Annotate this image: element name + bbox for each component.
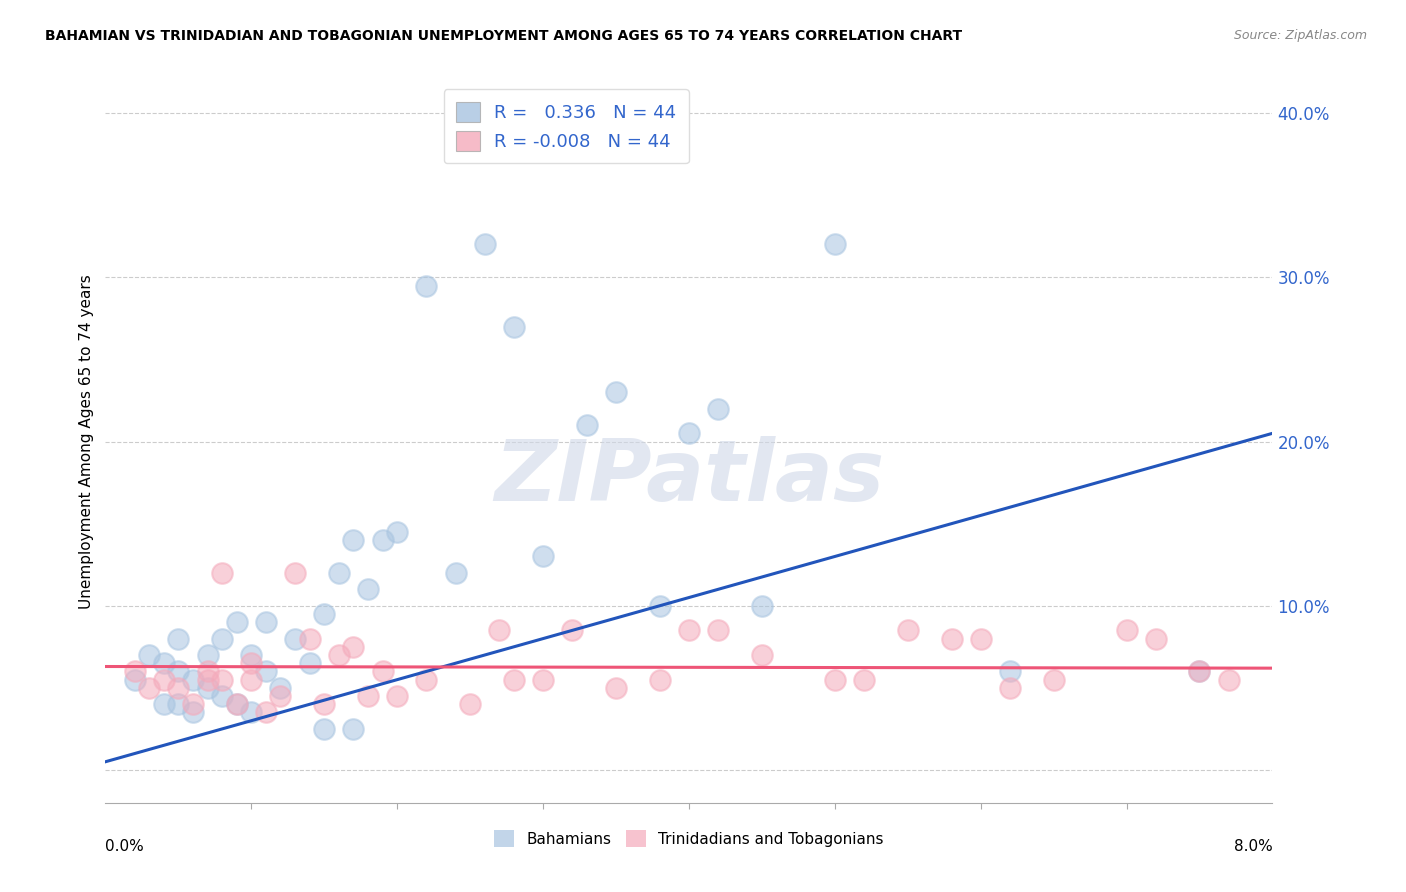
Point [328, 566, 350, 580]
Point [970, 632, 993, 646]
Point [371, 665, 394, 679]
Point [167, 665, 190, 679]
Point [240, 648, 263, 662]
Point [824, 673, 846, 687]
Point [240, 657, 263, 671]
Point [1218, 673, 1240, 687]
Point [181, 673, 204, 687]
Point [357, 689, 380, 703]
Point [314, 722, 336, 736]
Point [167, 698, 190, 712]
Point [138, 681, 160, 695]
Point [314, 698, 336, 712]
Point [444, 566, 467, 580]
Point [575, 418, 598, 433]
Text: 8.0%: 8.0% [1233, 838, 1272, 854]
Text: Source: ZipAtlas.com: Source: ZipAtlas.com [1233, 29, 1367, 42]
Point [852, 673, 875, 687]
Point [385, 689, 409, 703]
Point [707, 401, 730, 416]
Point [678, 624, 700, 638]
Point [153, 673, 174, 687]
Point [211, 673, 233, 687]
Point [181, 698, 204, 712]
Point [474, 237, 496, 252]
Point [298, 632, 321, 646]
Point [897, 624, 920, 638]
Point [153, 698, 174, 712]
Point [153, 657, 174, 671]
Point [648, 599, 671, 613]
Point [181, 706, 204, 720]
Point [211, 689, 233, 703]
Point [124, 673, 146, 687]
Point [298, 657, 321, 671]
Point [371, 533, 394, 547]
Point [284, 566, 307, 580]
Point [531, 549, 554, 564]
Point [138, 648, 160, 662]
Point [458, 698, 481, 712]
Point [197, 648, 219, 662]
Legend: Bahamians, Trinidadians and Tobagonians: Bahamians, Trinidadians and Tobagonians [488, 824, 890, 853]
Point [254, 615, 277, 630]
Point [1144, 632, 1167, 646]
Point [357, 582, 380, 597]
Point [751, 599, 773, 613]
Point [284, 632, 307, 646]
Text: ZIPatlas: ZIPatlas [494, 436, 884, 519]
Point [342, 533, 364, 547]
Point [561, 624, 583, 638]
Point [197, 681, 219, 695]
Point [751, 648, 773, 662]
Point [225, 698, 247, 712]
Point [270, 681, 292, 695]
Point [824, 237, 846, 252]
Y-axis label: Unemployment Among Ages 65 to 74 years: Unemployment Among Ages 65 to 74 years [79, 274, 94, 609]
Point [1042, 673, 1064, 687]
Point [531, 673, 554, 687]
Point [167, 632, 190, 646]
Point [385, 524, 409, 539]
Point [998, 665, 1021, 679]
Point [1115, 624, 1137, 638]
Point [605, 385, 627, 400]
Point [270, 689, 292, 703]
Point [342, 640, 364, 654]
Point [503, 673, 526, 687]
Point [941, 632, 963, 646]
Point [707, 624, 730, 638]
Point [415, 278, 437, 293]
Point [225, 698, 247, 712]
Point [998, 681, 1021, 695]
Point [678, 426, 700, 441]
Point [648, 673, 671, 687]
Point [197, 665, 219, 679]
Point [240, 706, 263, 720]
Point [342, 722, 364, 736]
Point [314, 607, 336, 621]
Point [1188, 665, 1211, 679]
Point [124, 665, 146, 679]
Point [605, 681, 627, 695]
Point [225, 615, 247, 630]
Point [503, 319, 526, 334]
Point [328, 648, 350, 662]
Point [167, 681, 190, 695]
Point [488, 624, 510, 638]
Point [211, 566, 233, 580]
Point [254, 665, 277, 679]
Point [254, 706, 277, 720]
Point [211, 632, 233, 646]
Text: BAHAMIAN VS TRINIDADIAN AND TOBAGONIAN UNEMPLOYMENT AMONG AGES 65 TO 74 YEARS CO: BAHAMIAN VS TRINIDADIAN AND TOBAGONIAN U… [45, 29, 962, 43]
Point [240, 673, 263, 687]
Text: 0.0%: 0.0% [105, 838, 145, 854]
Point [415, 673, 437, 687]
Point [197, 673, 219, 687]
Point [1188, 665, 1211, 679]
